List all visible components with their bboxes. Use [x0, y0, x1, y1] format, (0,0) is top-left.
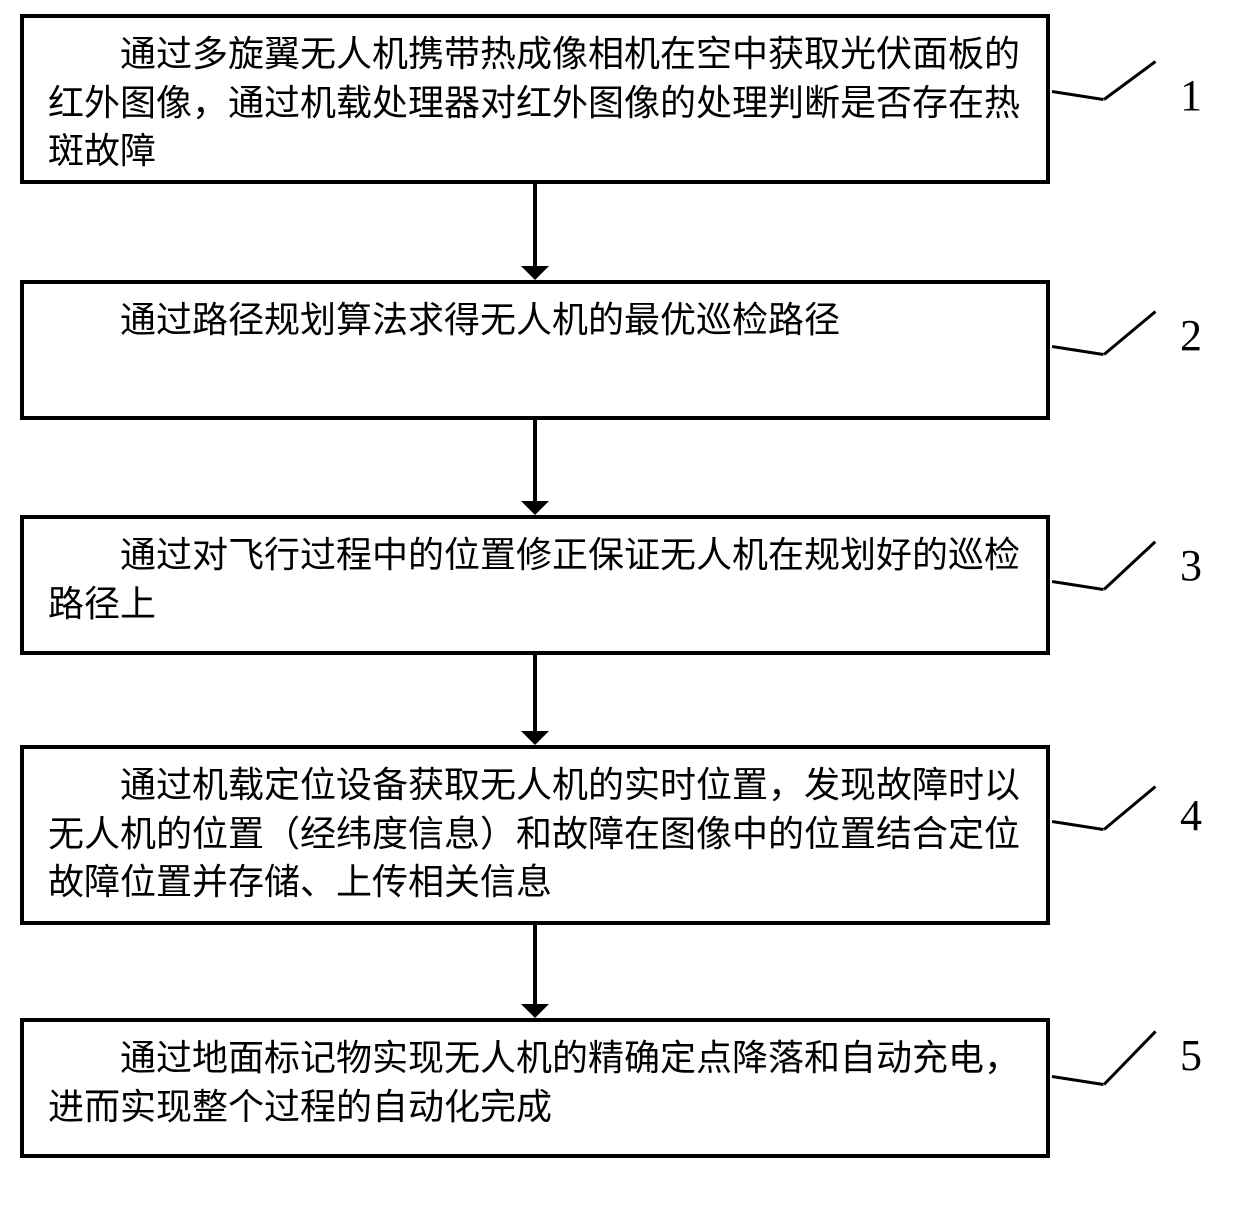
connector-line	[1103, 785, 1156, 830]
flow-arrow-1	[533, 184, 537, 266]
flow-step-text: 通过地面标记物实现无人机的精确定点降落和自动充电，进而实现整个过程的自动化完成	[48, 1034, 1022, 1131]
connector-line	[1052, 1075, 1104, 1086]
flow-step-text: 通过多旋翼无人机携带热成像相机在空中获取光伏面板的红外图像，通过机载处理器对红外…	[48, 30, 1022, 176]
connector-line	[1102, 1030, 1156, 1085]
flow-step-2: 通过路径规划算法求得无人机的最优巡检路径	[20, 280, 1050, 420]
flow-step-label-3: 3	[1180, 540, 1202, 591]
flow-arrow-2	[533, 420, 537, 501]
connector-line	[1102, 540, 1156, 590]
connector-line	[1052, 90, 1104, 101]
flow-step-label-5: 5	[1180, 1030, 1202, 1081]
flow-step-text: 通过机载定位设备获取无人机的实时位置，发现故障时以无人机的位置（经纬度信息）和故…	[48, 761, 1022, 907]
arrow-head-icon	[521, 1004, 549, 1018]
flow-step-5: 通过地面标记物实现无人机的精确定点降落和自动充电，进而实现整个过程的自动化完成	[20, 1018, 1050, 1158]
arrow-head-icon	[521, 266, 549, 280]
connector-line	[1103, 310, 1156, 355]
flow-step-text: 通过对飞行过程中的位置修正保证无人机在规划好的巡检路径上	[48, 531, 1022, 628]
flow-step-label-2: 2	[1180, 310, 1202, 361]
flow-step-text: 通过路径规划算法求得无人机的最优巡检路径	[48, 296, 840, 345]
flow-arrow-4	[533, 925, 537, 1004]
flow-step-label-1: 1	[1180, 70, 1202, 121]
arrow-head-icon	[521, 731, 549, 745]
connector-line	[1103, 60, 1156, 100]
connector-line	[1052, 580, 1104, 591]
connector-line	[1052, 345, 1104, 356]
flow-arrow-3	[533, 655, 537, 731]
flow-step-4: 通过机载定位设备获取无人机的实时位置，发现故障时以无人机的位置（经纬度信息）和故…	[20, 745, 1050, 925]
flowchart-diagram: 通过多旋翼无人机携带热成像相机在空中获取光伏面板的红外图像，通过机载处理器对红外…	[0, 0, 1240, 1207]
arrow-head-icon	[521, 501, 549, 515]
flow-step-label-4: 4	[1180, 790, 1202, 841]
connector-line	[1052, 820, 1104, 831]
flow-step-3: 通过对飞行过程中的位置修正保证无人机在规划好的巡检路径上	[20, 515, 1050, 655]
flow-step-1: 通过多旋翼无人机携带热成像相机在空中获取光伏面板的红外图像，通过机载处理器对红外…	[20, 14, 1050, 184]
